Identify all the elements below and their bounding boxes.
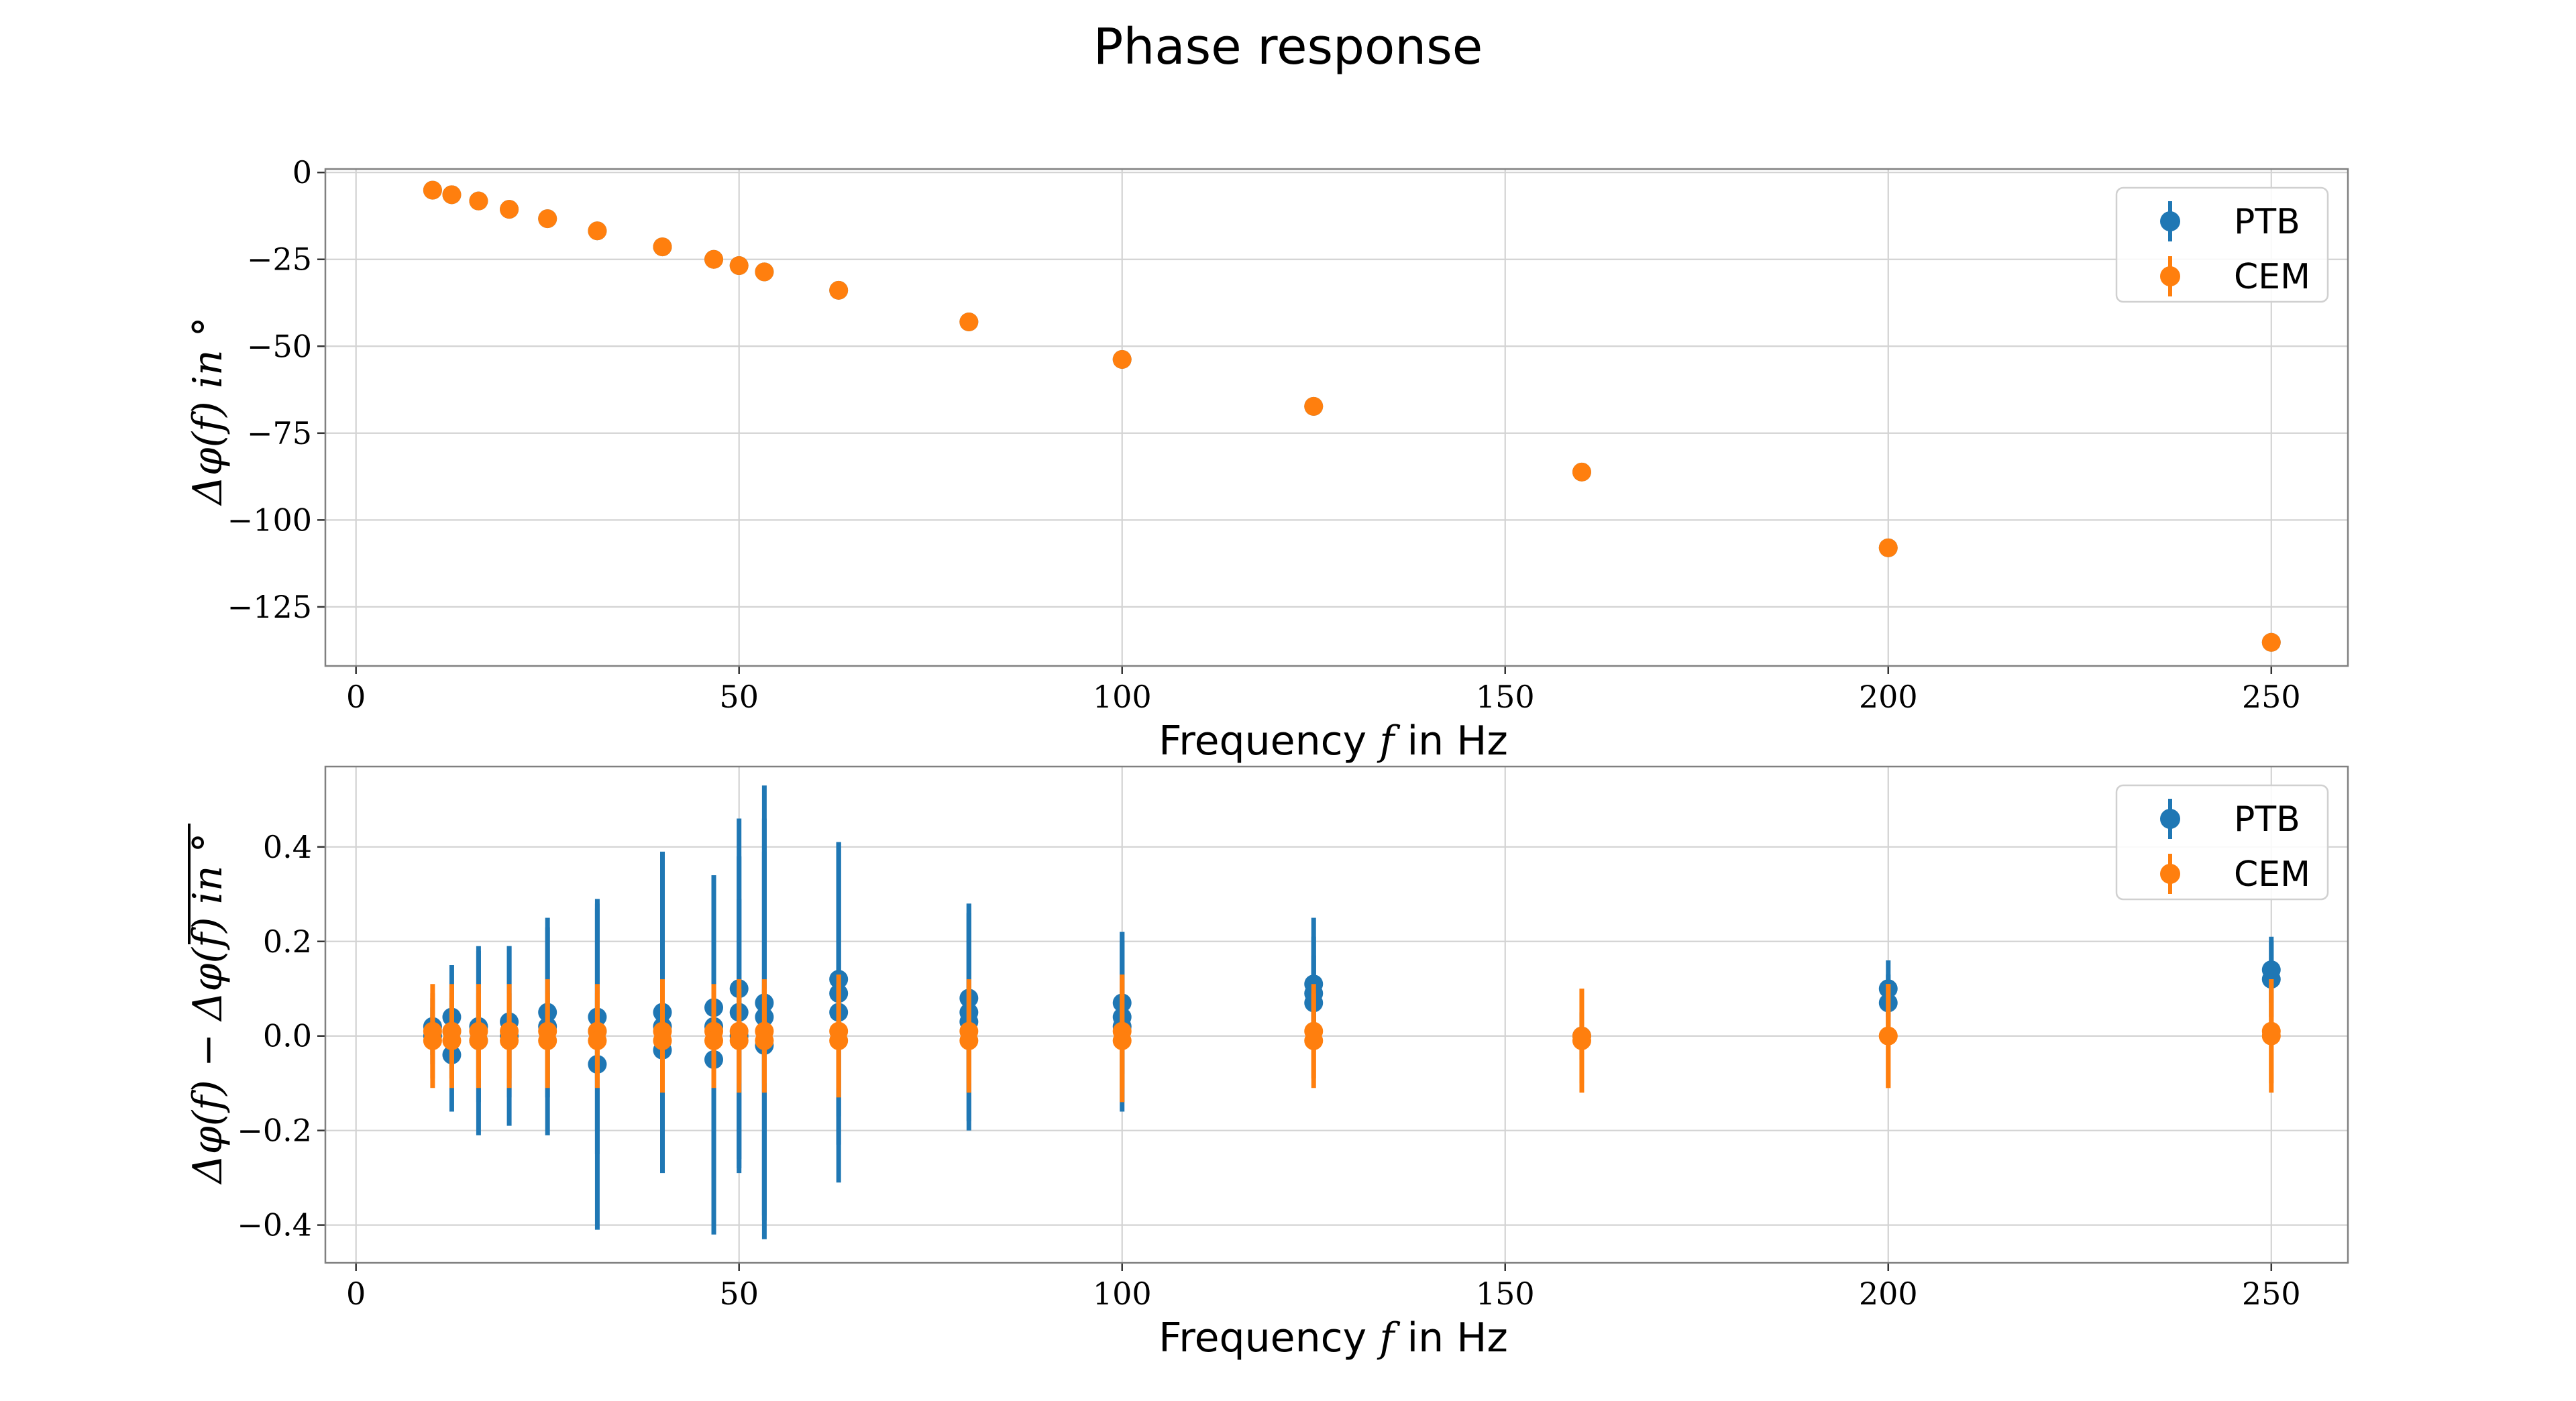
y-axis-label: Δφ(f) − Δφ(f) in ° [184,832,231,1184]
series-cem [423,180,2281,652]
legend: PTB CEM [2115,784,2329,901]
plot-frame [324,168,2349,667]
series-ptb [423,785,2281,1239]
legend-label: PTB [2234,799,2300,840]
series-cem [423,974,2281,1103]
bottom-panel-phase-deviation: 0 50 100 150 200 250 0.4 0.2 0.0 −0.2 −0.4 Frequenc… [184,765,2349,1361]
data-point [1112,349,1132,369]
data-point [538,1031,557,1050]
x-tick-label: 200 [1859,679,1918,715]
y-tick-label: 0.0 [263,1018,312,1054]
data-point [1572,462,1591,482]
data-point [1878,538,1898,557]
x-tick-label: 100 [1093,1276,1152,1312]
legend-label: CEM [2234,854,2310,895]
x-tick-label: 0 [346,1276,366,1312]
data-point [1572,1031,1591,1050]
legend-label: CEM [2234,257,2310,297]
y-tick-label: −125 [227,589,312,625]
legend-label: PTB [2234,202,2300,242]
data-point [1878,1026,1898,1046]
data-point [829,1031,849,1050]
data-point [829,280,849,300]
legend-marker [2160,809,2180,829]
x-tick-label: 250 [2242,679,2301,715]
data-point [500,1031,519,1050]
data-point [442,185,462,205]
data-point [469,1031,488,1050]
data-point [959,313,979,331]
x-tick-label: 50 [719,679,759,715]
x-tick-label: 100 [1093,679,1152,715]
legend-marker [2160,211,2180,231]
x-tick-label: 150 [1476,679,1535,715]
y-tick-label: −75 [247,415,312,451]
data-point [704,1031,724,1050]
y-tick-label: −0.2 [237,1113,312,1149]
y-tick-label: −100 [227,502,312,538]
legend: PTB CEM [2115,186,2329,303]
data-point [588,1031,607,1050]
top-panel-phase: 0 50 100 150 200 250 0 −25 −50 −75 −100 −125 Frequen… [184,154,2349,765]
data-point [755,262,774,282]
data-point [729,1031,749,1050]
data-point [729,256,749,276]
data-point [500,200,519,219]
y-tick-label: 0 [292,154,312,190]
plot-frame [324,765,2349,1264]
legend-marker [2160,266,2180,286]
data-point [704,249,724,269]
data-point [469,191,488,211]
x-axis-label: Frequency f in Hz [1159,718,1508,765]
data-point [1304,396,1324,416]
data-point [442,1031,462,1050]
data-point [653,237,672,257]
x-tick-label: 250 [2242,1276,2301,1312]
data-point [1112,1031,1132,1050]
figure-title: Phase response [1093,18,1483,76]
y-axis-label: Δφ(f) in ° [184,317,231,506]
y-tick-label: 0.4 [263,829,312,865]
data-point [423,1031,442,1050]
x-axis-label: Frequency f in Hz [1159,1314,1508,1361]
x-tick-label: 200 [1859,1276,1918,1312]
data-point [423,180,442,200]
data-point [653,1031,672,1050]
y-tick-label: 0.2 [263,923,312,960]
x-tick-label: 150 [1476,1276,1535,1312]
data-point [755,1031,774,1050]
y-tick-label: −0.4 [237,1207,312,1243]
x-tick-label: 50 [719,1276,759,1312]
y-tick-label: −50 [247,328,312,364]
data-point [1304,1031,1324,1050]
data-point [588,221,607,241]
y-tick-label: −25 [247,241,312,278]
data-point [538,209,557,229]
data-point [2261,1026,2281,1046]
x-tick-label: 0 [346,679,366,715]
series-ptb [423,180,2281,652]
data-point [2261,632,2281,652]
data-point [959,1031,979,1050]
legend-marker [2160,864,2180,884]
